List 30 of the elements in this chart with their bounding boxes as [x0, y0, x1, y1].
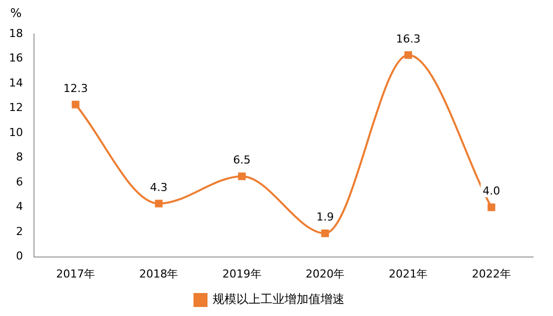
text: 4.0 — [482, 184, 500, 198]
y-tick-label: 18 — [8, 26, 23, 40]
x-tick-label: 2018年 — [139, 267, 178, 280]
y-axis-title: % — [10, 6, 22, 20]
point — [154, 200, 163, 208]
y-tick-label: 2 — [16, 224, 23, 238]
y-tick-label: 4 — [16, 200, 23, 214]
y-tick-label: 6 — [16, 175, 23, 188]
point — [238, 172, 246, 180]
text: 12.3 — [63, 82, 88, 95]
x-tick-label: 2017年 — [56, 267, 96, 280]
x-tick-label: 2022年 — [472, 267, 511, 280]
y-tick-label: 12 — [8, 101, 23, 114]
point — [321, 229, 329, 238]
text: 16.3 — [396, 32, 420, 46]
x-tick-label: 2020年 — [306, 267, 345, 280]
text: 4.3 — [150, 180, 168, 194]
text: 6.5 — [233, 154, 251, 167]
y-tick-label: 0 — [16, 250, 23, 263]
y-tick-label: 16 — [8, 52, 23, 65]
x-tick-label: 2021年 — [388, 267, 428, 280]
text: 1.9 — [316, 210, 334, 224]
point — [72, 100, 80, 108]
y-tick-label: 10 — [8, 126, 23, 139]
point — [404, 51, 412, 59]
point — [488, 203, 496, 212]
x-tick-label: 2019年 — [222, 267, 262, 280]
y-tick-label: 8 — [16, 150, 23, 164]
y-tick-label: 14 — [8, 76, 23, 90]
legend-label: 规模以上工业增加值增速 — [212, 292, 344, 306]
